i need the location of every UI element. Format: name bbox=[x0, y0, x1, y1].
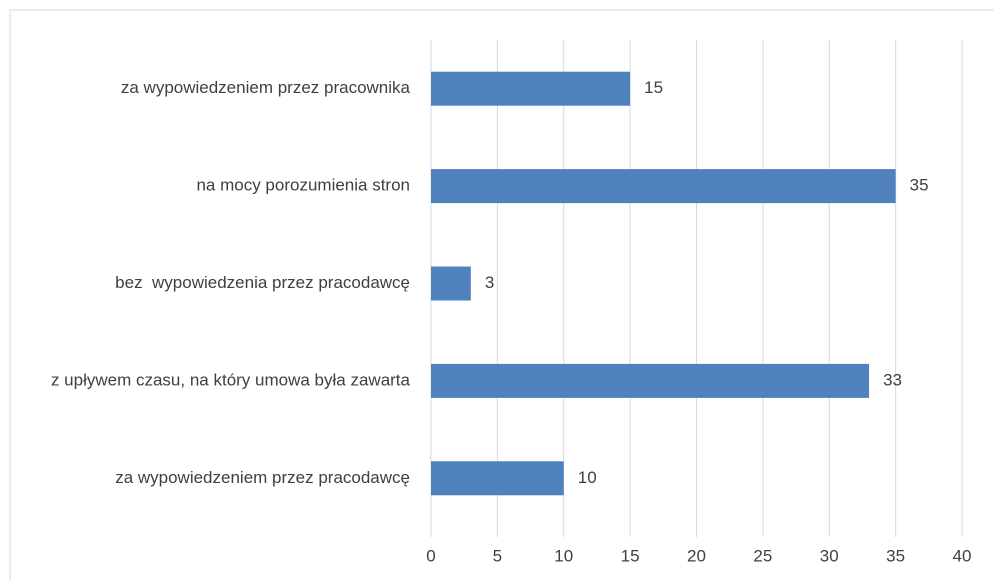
x-tick-label: 0 bbox=[426, 546, 435, 565]
data-label: 3 bbox=[485, 273, 494, 292]
bar bbox=[431, 461, 564, 496]
y-tick-label: bez wypowiedzenia przez pracodawcę bbox=[115, 273, 410, 292]
bar bbox=[431, 169, 896, 204]
data-label: 33 bbox=[883, 370, 902, 389]
x-tick-label: 35 bbox=[886, 546, 905, 565]
x-tick-label: 15 bbox=[621, 546, 640, 565]
bar bbox=[431, 71, 631, 106]
y-tick-label: na mocy porozumienia stron bbox=[196, 176, 410, 195]
x-tick-label: 10 bbox=[554, 546, 573, 565]
x-tick-label: 30 bbox=[820, 546, 839, 565]
data-label: 10 bbox=[578, 468, 597, 487]
x-tick-label: 20 bbox=[687, 546, 706, 565]
data-label: 15 bbox=[644, 78, 663, 97]
bar bbox=[431, 363, 870, 398]
y-tick-label: za wypowiedzeniem przez pracownika bbox=[121, 78, 411, 97]
x-tick-label: 25 bbox=[753, 546, 772, 565]
x-tick-label: 40 bbox=[953, 546, 972, 565]
data-label: 35 bbox=[910, 176, 929, 195]
bar bbox=[431, 266, 471, 301]
y-tick-label: z upływem czasu, na który umowa była zaw… bbox=[51, 370, 411, 389]
y-tick-label: za wypowiedzeniem przez pracodawcę bbox=[115, 468, 410, 487]
x-tick-label: 5 bbox=[493, 546, 502, 565]
